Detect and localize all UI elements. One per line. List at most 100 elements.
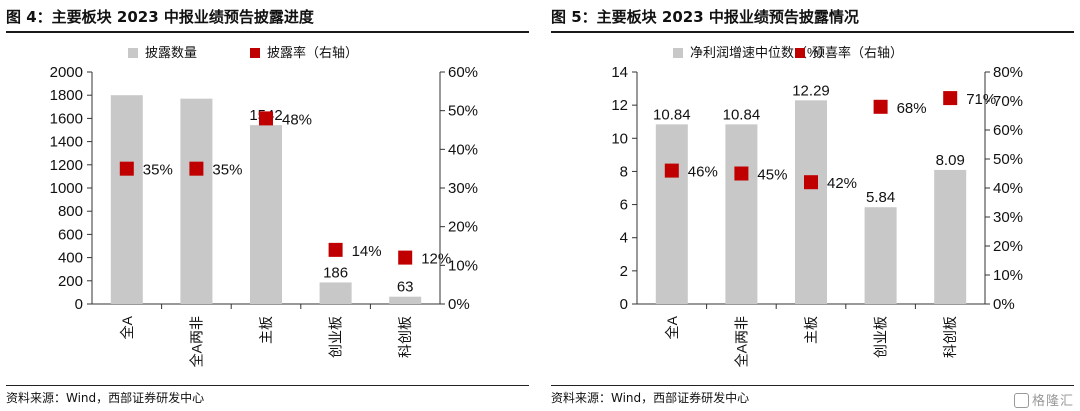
- y-left-tick-label: 0: [75, 296, 83, 313]
- category-label: 全A: [119, 315, 135, 339]
- legend-swatch-bar: [673, 48, 683, 58]
- y-right-tick-label: 40%: [448, 141, 478, 158]
- y-left-tick-label: 4: [620, 230, 628, 247]
- y-left-tick-label: 400: [58, 250, 83, 267]
- bar: [795, 100, 827, 304]
- rate-marker: [398, 250, 413, 265]
- legend-label: 净利润增速中位数（%）: [690, 45, 832, 60]
- y-right-tick-label: 0%: [448, 296, 470, 313]
- y-right-tick-label: 50%: [993, 151, 1023, 168]
- y-right-tick-label: 20%: [993, 238, 1023, 255]
- rate-value-label: 68%: [897, 100, 927, 117]
- bar: [934, 169, 967, 304]
- y-right-tick-label: 40%: [993, 180, 1023, 197]
- source-rule: [6, 385, 529, 386]
- category-label: 全A两非: [733, 316, 749, 367]
- watermark-text: 格隆汇: [1031, 394, 1074, 409]
- source-note: 资料来源：Wind，西部证券研发中心: [551, 391, 750, 405]
- source-note: 资料来源：Wind，西部证券研发中心: [6, 391, 205, 405]
- y-right-tick-label: 70%: [993, 93, 1023, 110]
- rate-marker: [943, 91, 958, 106]
- category-label: 科创板: [397, 316, 413, 358]
- y-right-tick-label: 20%: [448, 219, 478, 236]
- bar: [655, 124, 688, 304]
- rate-value-label: 35%: [212, 162, 242, 179]
- rate-value-label: 46%: [688, 164, 718, 181]
- figure-title: 图 4：主要板块 2023 中报业绩预告披露进度: [6, 8, 314, 26]
- watermark-logo: 格隆汇: [1013, 390, 1074, 409]
- bar-value-label: 8.09: [936, 152, 965, 169]
- y-left-tick-label: 10: [611, 130, 628, 147]
- bar-value-label: 186: [323, 264, 348, 281]
- category-label: 主板: [258, 316, 274, 344]
- rate-marker: [119, 161, 134, 176]
- y-left-tick-label: 1200: [50, 157, 83, 174]
- rate-value-label: 48%: [282, 111, 312, 128]
- disclosure-progress-chart: 披露数量 披露率（右轴） 0 200 400 600 800 1000 1200 1400 1600…: [50, 45, 478, 367]
- y-left-tick-label: 8: [620, 163, 628, 180]
- legend-swatch-marker: [795, 48, 805, 58]
- figure-4-panel: 图 4：主要板块 2023 中报业绩预告披露进度 披露数量 披露率（右轴） 0 200…: [0, 0, 535, 411]
- rate-value-label: 12%: [421, 251, 451, 268]
- category-label: 创业板: [873, 316, 889, 358]
- rate-marker: [804, 175, 818, 190]
- bar: [180, 98, 213, 305]
- rate-value-label: 42%: [827, 175, 857, 192]
- bar-value-label: 12.29: [792, 82, 830, 99]
- rate-value-label: 35%: [143, 162, 173, 179]
- y-left-tick-label: 2: [620, 263, 628, 280]
- y-left-tick-label: 14: [611, 64, 628, 81]
- rate-value-label: 71%: [966, 91, 996, 108]
- y-left-tick-label: 1000: [50, 180, 83, 197]
- y-right-tick-label: 10%: [448, 257, 478, 274]
- legend-swatch-bar: [128, 48, 138, 58]
- disclosure-situation-chart: 净利润增速中位数（%）预喜率（右轴） 0 2 4 6 8 10 12 14 0% 10% 20% 30%…: [611, 45, 1023, 367]
- y-right-tick-label: 0%: [993, 296, 1015, 313]
- category-label: 创业板: [328, 316, 344, 358]
- category-label: 全A两非: [188, 316, 204, 367]
- y-right-tick-label: 50%: [448, 103, 478, 120]
- y-right-tick-label: 10%: [993, 267, 1023, 284]
- logo-icon: [1013, 393, 1029, 408]
- legend-swatch-marker: [250, 48, 260, 58]
- legend: 净利润增速中位数（%）预喜率（右轴）: [673, 45, 903, 60]
- legend: 披露数量 披露率（右轴）: [128, 45, 358, 60]
- category-label: 科创板: [942, 316, 958, 358]
- bar: [389, 296, 422, 304]
- rate-marker: [664, 163, 679, 178]
- bar-value-label: 5.84: [866, 189, 895, 206]
- rate-value-label: 45%: [757, 167, 787, 184]
- category-label: 全A: [664, 315, 680, 339]
- title-rule: [551, 31, 1074, 33]
- legend-label: 预喜率（右轴）: [812, 45, 903, 60]
- legend-label: 披露率（右轴）: [267, 45, 358, 60]
- y-right-tick-label: 60%: [448, 64, 478, 81]
- y-left-tick-label: 2000: [50, 64, 83, 81]
- y-right-tick-label: 60%: [993, 122, 1023, 139]
- figure-title: 图 5：主要板块 2023 中报业绩预告披露情况: [551, 8, 859, 26]
- bar-value-label: 10.84: [723, 106, 761, 123]
- bar: [250, 125, 282, 305]
- figure-5-panel: 图 5：主要板块 2023 中报业绩预告披露情况 净利润增速中位数（%） 预喜率（…: [545, 0, 1080, 411]
- y-left-tick-label: 6: [620, 197, 628, 214]
- bar: [725, 124, 758, 304]
- y-left-tick-label: 1600: [50, 110, 83, 127]
- y-right-tick-label: 30%: [993, 209, 1023, 226]
- rate-marker: [259, 111, 273, 126]
- title-rule: [6, 31, 529, 33]
- y-left-tick-label: 12: [611, 97, 628, 114]
- y-left-tick-label: 600: [58, 226, 83, 243]
- y-right-tick-label: 30%: [448, 180, 478, 197]
- y-left-tick-label: 1400: [50, 134, 83, 151]
- bar: [864, 207, 897, 304]
- y-left-tick-label: 0: [620, 296, 628, 313]
- rate-marker: [873, 99, 888, 114]
- bar-value-label: 63: [397, 279, 414, 296]
- y-right-tick-label: 80%: [993, 64, 1023, 81]
- rate-marker: [189, 161, 204, 176]
- y-left-tick-label: 800: [58, 203, 83, 220]
- rate-marker: [328, 242, 343, 257]
- bar: [319, 282, 352, 304]
- y-left-tick-label: 200: [58, 273, 83, 290]
- rate-value-label: 14%: [352, 243, 382, 260]
